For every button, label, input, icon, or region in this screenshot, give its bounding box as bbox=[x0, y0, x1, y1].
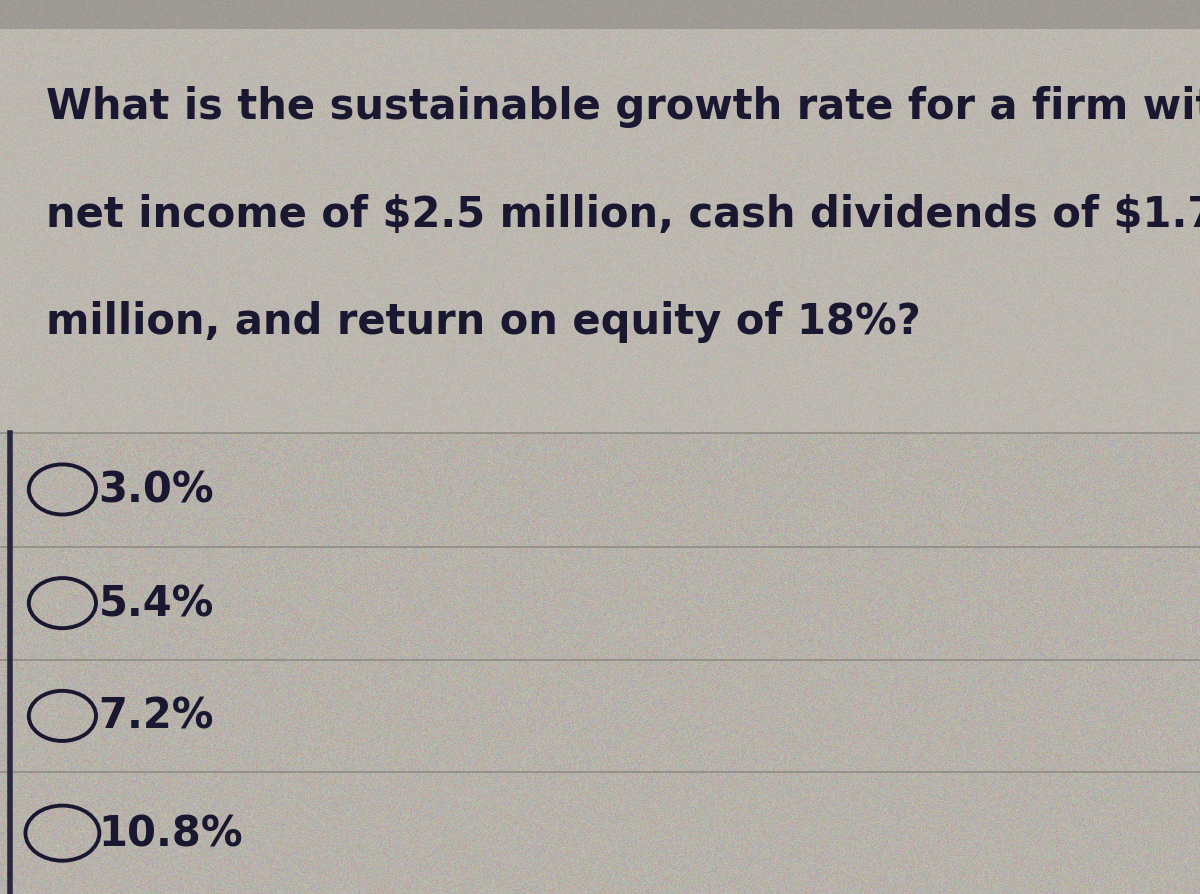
Text: million, and return on equity of 18%?: million, and return on equity of 18%? bbox=[46, 301, 920, 342]
Text: 5.4%: 5.4% bbox=[98, 583, 214, 624]
Text: 7.2%: 7.2% bbox=[98, 696, 214, 737]
Text: net income of \$2.5 million, cash dividends of \$1.75: net income of \$2.5 million, cash divide… bbox=[46, 194, 1200, 235]
FancyBboxPatch shape bbox=[0, 0, 1200, 434]
Text: 10.8%: 10.8% bbox=[98, 813, 244, 854]
Text: 3.0%: 3.0% bbox=[98, 469, 214, 510]
Text: What is the sustainable growth rate for a firm with: What is the sustainable growth rate for … bbox=[46, 87, 1200, 128]
